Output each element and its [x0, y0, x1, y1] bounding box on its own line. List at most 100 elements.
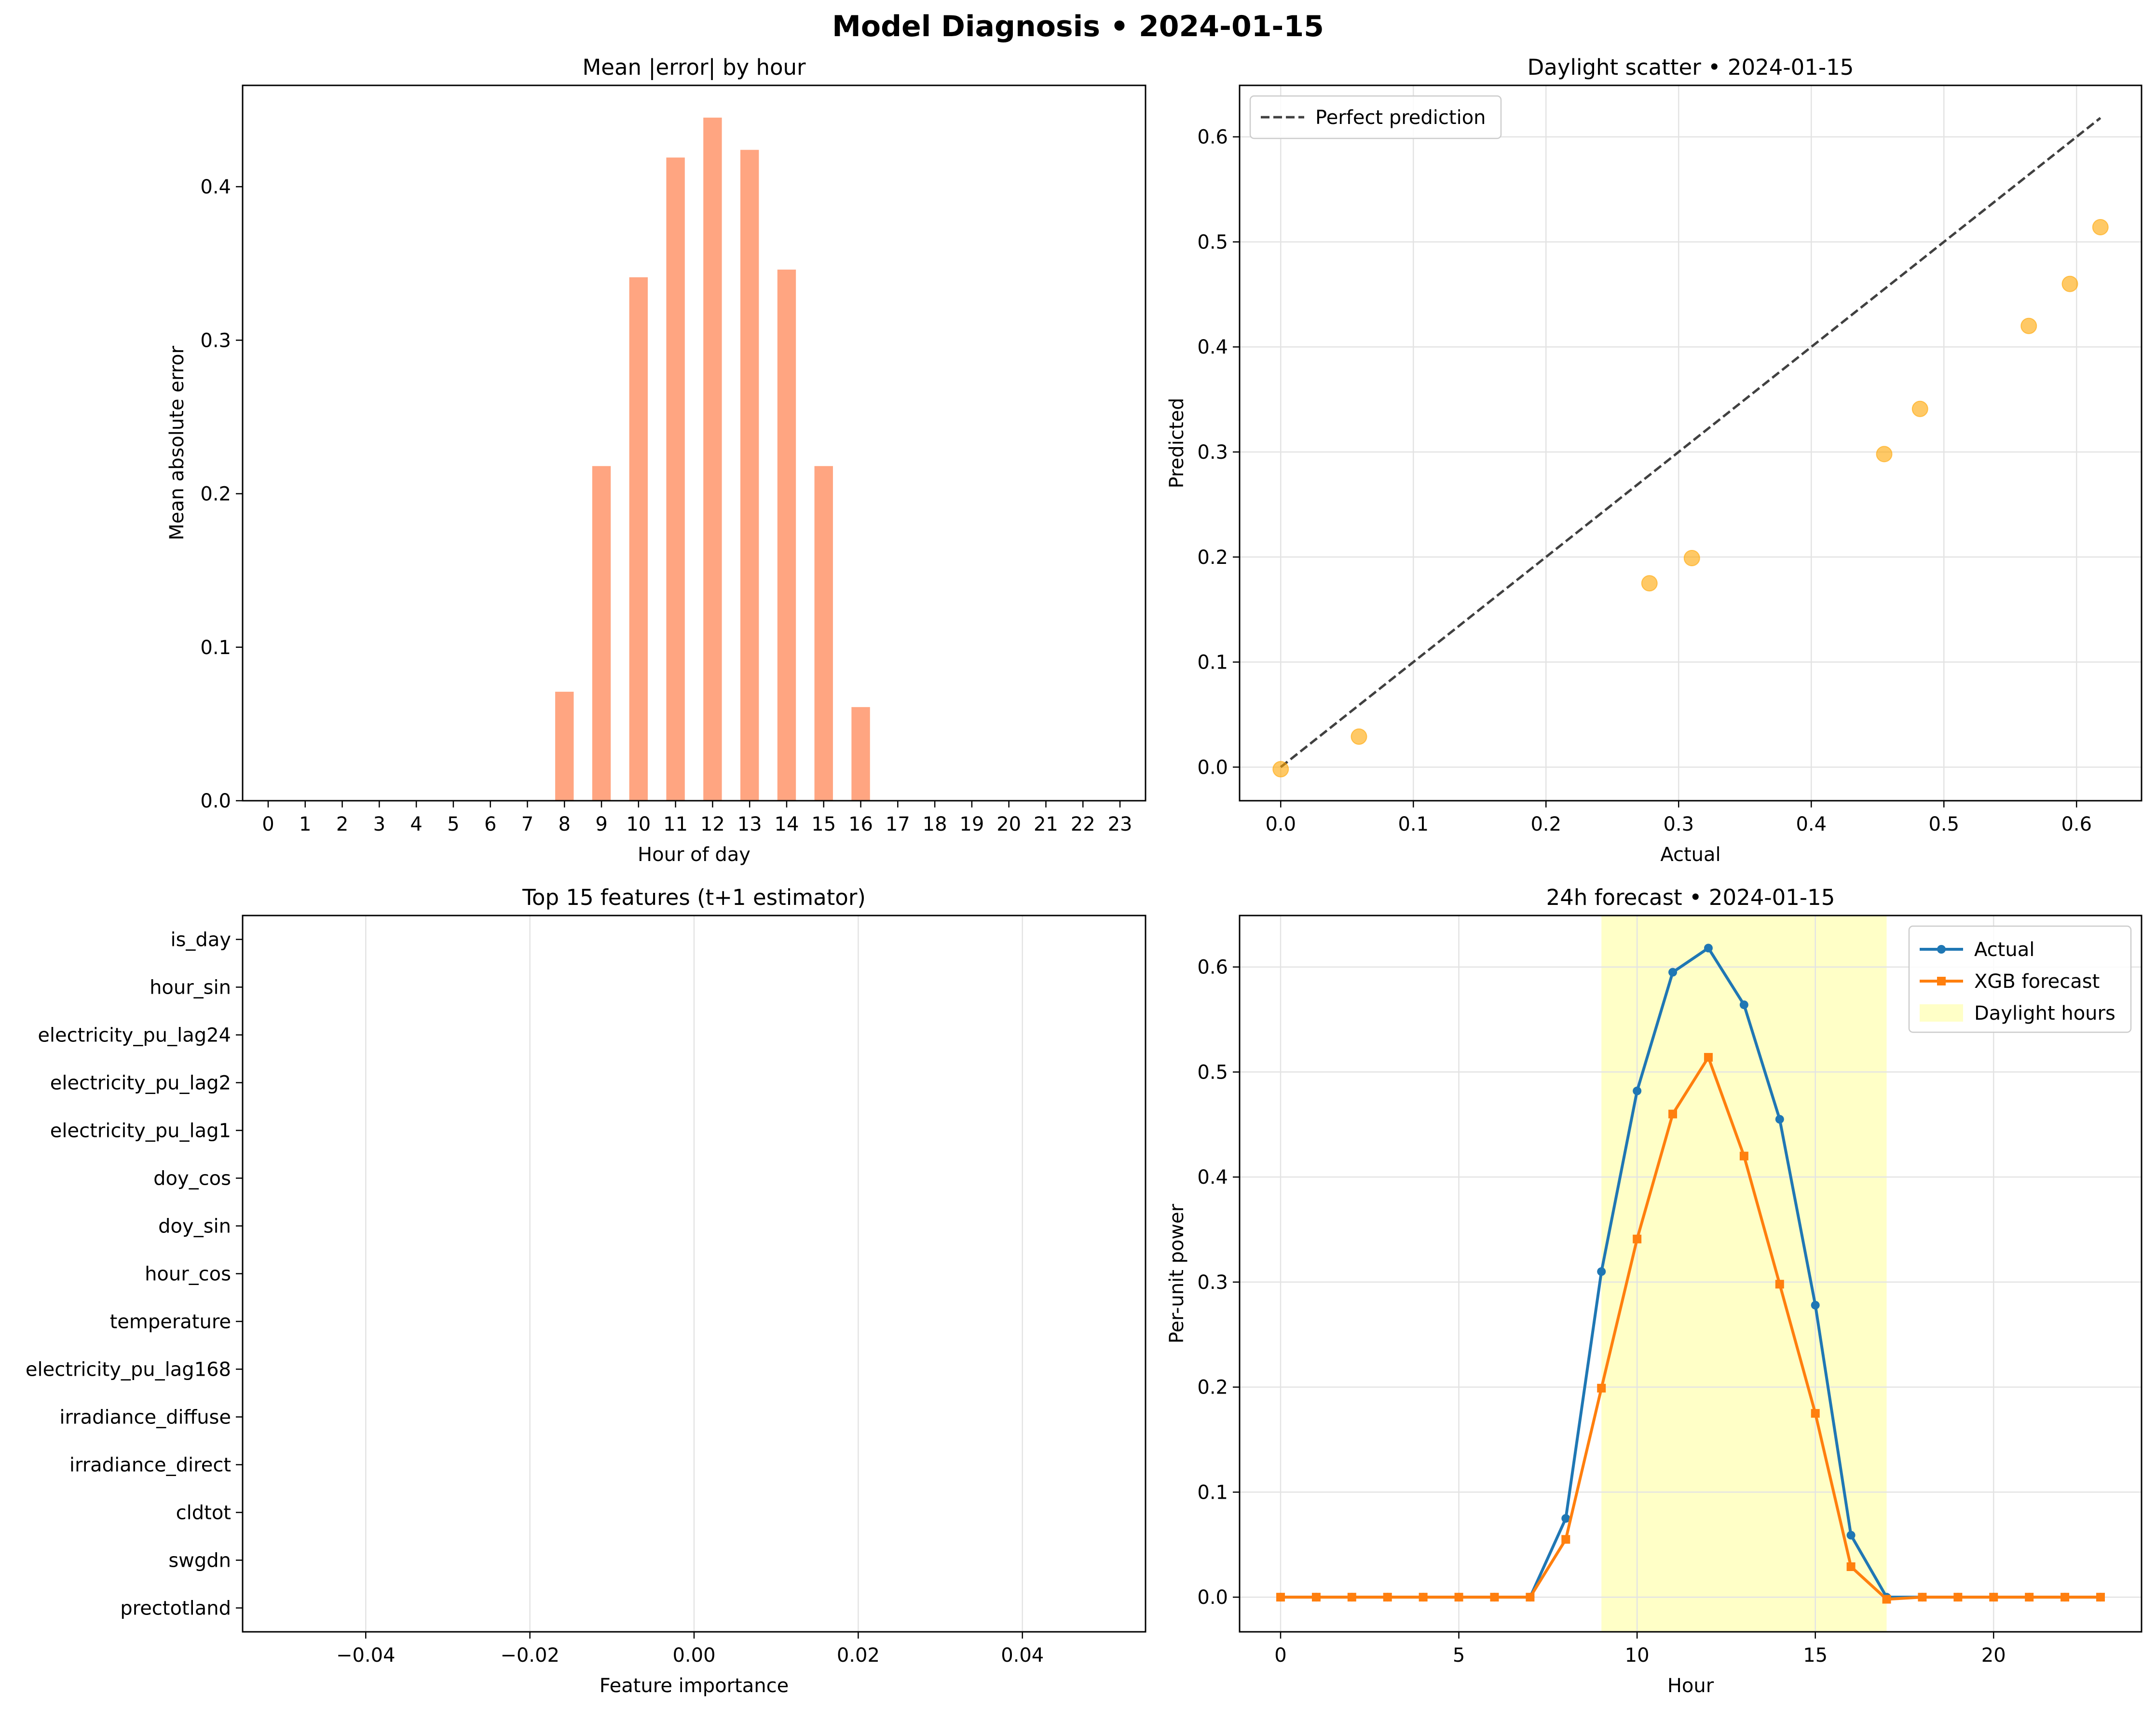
- x-axis-label: Hour of day: [638, 844, 751, 866]
- y-tick-label: electricity_pu_lag2: [50, 1072, 231, 1094]
- bar-hour-13: [740, 150, 759, 801]
- bar-hour-16: [851, 707, 870, 801]
- x-tick-label: −0.02: [500, 1644, 559, 1667]
- y-tick-label: 0.5: [1197, 231, 1228, 253]
- daylight-span: [1601, 916, 1887, 1632]
- legend-box: [1908, 925, 2132, 1033]
- x-tick-label: 0.3: [1663, 813, 1694, 835]
- forecast-point: [1526, 1593, 1535, 1602]
- chart-title: Mean |error| by hour: [582, 55, 806, 80]
- daylight-scatter-chart: 0.0 0.1 0.2 0.3 0.4 0.5 0.6 0.0 0.1 0.2 0.3 0.4 0.5 0…: [1166, 55, 2142, 866]
- x-tick-label: 20: [996, 813, 1021, 835]
- x-tick-label: 0.04: [1001, 1644, 1044, 1667]
- x-tick-label: 0.6: [2061, 813, 2092, 835]
- x-tick-label: 12: [700, 813, 725, 835]
- scatter-point: [2061, 275, 2078, 292]
- forecast-point: [1276, 1593, 1285, 1602]
- legend-label: XGB forecast: [1974, 971, 2100, 993]
- actual-point: [1704, 943, 1713, 953]
- bar-hour-9: [592, 466, 611, 801]
- bar-hour-10: [629, 277, 648, 801]
- y-tick-label: 0.0: [200, 790, 231, 812]
- x-tick-label: 23: [1108, 813, 1133, 835]
- forecast-point: [1989, 1593, 1998, 1602]
- x-tick-label: 15: [811, 813, 836, 835]
- scatter-point: [2020, 317, 2037, 334]
- legend-marker: [1937, 945, 1946, 954]
- x-tick-label: 0.2: [1530, 813, 1561, 835]
- series-line-xgb-forecast: [1281, 1055, 2101, 1601]
- y-tick-label: irradiance_diffuse: [59, 1407, 231, 1429]
- x-tick-label: 4: [410, 813, 422, 835]
- x-tick-label: −0.04: [336, 1644, 396, 1667]
- forecast-point: [1597, 1383, 1606, 1393]
- y-tick-label: swgdn: [168, 1550, 231, 1572]
- chart-title: Daylight scatter • 2024-01-15: [1528, 55, 1854, 80]
- x-tick-label: 0.02: [837, 1644, 880, 1667]
- scatter-point: [1641, 575, 1658, 592]
- y-axis-label: Per-unit power: [1166, 1203, 1188, 1343]
- x-tick-label: 10: [1625, 1644, 1650, 1667]
- forecast-point: [1490, 1593, 1499, 1602]
- x-axis-label: Actual: [1660, 844, 1720, 866]
- actual-point: [1739, 1000, 1748, 1010]
- actual-point: [1668, 968, 1678, 977]
- x-tick-label: 2: [336, 813, 348, 835]
- y-tick-label: 0.6: [1197, 126, 1228, 149]
- x-tick-label: 5: [1453, 1644, 1465, 1667]
- y-tick-label: 0.5: [1197, 1061, 1228, 1083]
- y-tick-label: hour_cos: [145, 1263, 231, 1285]
- x-tick-label: 0: [1274, 1644, 1286, 1667]
- legend-label: Actual: [1974, 939, 2034, 961]
- y-tick-label: 0.6: [1197, 957, 1228, 979]
- y-tick-label: irradiance_direct: [69, 1454, 231, 1477]
- x-tick-label: 0: [262, 813, 274, 835]
- plot-frame: [1239, 915, 2142, 1633]
- x-tick-label: 5: [447, 813, 459, 835]
- scatter-point: [1876, 446, 1893, 463]
- y-tick-label: 0.1: [1197, 1481, 1228, 1504]
- x-tick-label: 0.1: [1398, 813, 1429, 835]
- y-axis-label: Mean absolute error: [166, 345, 188, 540]
- bar-hour-14: [777, 269, 796, 801]
- x-tick-label: 0.0: [1265, 813, 1296, 835]
- forecast-point: [1918, 1593, 1927, 1602]
- forecast-point: [1668, 1109, 1678, 1119]
- actual-point: [1846, 1531, 1856, 1540]
- x-tick-label: 0.00: [672, 1644, 715, 1667]
- y-tick-label: hour_sin: [150, 977, 231, 999]
- forecast-line-chart: 0 5 10 15 20 0.0 0.1 0.2 0.3 0.4 0.5 0.6 24h forecas…: [1166, 885, 2142, 1697]
- legend-box: [1249, 95, 1502, 139]
- scatter-point: [1911, 400, 1928, 417]
- chart-title: 24h forecast • 2024-01-15: [1546, 885, 1835, 910]
- hourly-error-bar-chart: 0.00.10.20.30.40 1 2 3 4 5 6 7 8 9 10 11 12 13 14 15 16 1…: [166, 55, 1146, 866]
- bar-hour-12: [703, 117, 722, 801]
- y-tick-label: 0.0: [1197, 1586, 1228, 1609]
- y-tick-label: 0.3: [1197, 1271, 1228, 1294]
- scatter-point: [1683, 549, 1700, 566]
- forecast-point: [1633, 1234, 1642, 1244]
- legend-swatch: [1920, 1004, 1963, 1022]
- x-tick-label: 3: [373, 813, 385, 835]
- x-tick-label: 9: [595, 813, 607, 835]
- x-tick-label: 15: [1803, 1644, 1828, 1667]
- bar-hour-11: [666, 157, 685, 801]
- y-tick-label: 0.4: [1197, 1166, 1228, 1189]
- x-tick-label: 1: [299, 813, 311, 835]
- legend-label: Perfect prediction: [1315, 107, 1486, 129]
- x-axis-label: Feature importance: [600, 1675, 789, 1697]
- actual-point: [1561, 1514, 1570, 1523]
- y-tick-label: prectotland: [120, 1598, 231, 1620]
- y-tick-label: electricity_pu_lag168: [26, 1359, 231, 1381]
- x-axis-label: Hour: [1667, 1675, 1714, 1697]
- x-tick-label: 0.5: [1928, 813, 1959, 835]
- x-tick-label: 16: [848, 813, 873, 835]
- forecast-point: [1811, 1409, 1820, 1418]
- x-tick-label: 22: [1071, 813, 1095, 835]
- actual-point: [1811, 1300, 1820, 1310]
- legend-label: Daylight hours: [1974, 1002, 2115, 1025]
- y-tick-label: 0.1: [1197, 652, 1228, 674]
- forecast-point: [1419, 1593, 1428, 1602]
- y-tick-label: 0.2: [1197, 547, 1228, 569]
- y-axis-label: Predicted: [1166, 398, 1188, 489]
